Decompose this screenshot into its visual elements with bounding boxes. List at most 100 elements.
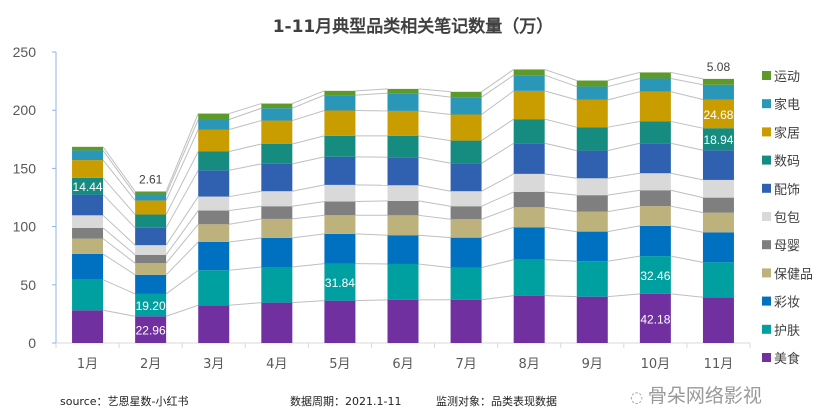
bar-包包 [324, 184, 356, 202]
series-line [165, 210, 199, 256]
series-line [481, 206, 514, 220]
series-line [607, 142, 640, 152]
series-line [670, 189, 704, 199]
series-line [102, 214, 136, 246]
series-line [607, 91, 640, 101]
series-line [544, 74, 577, 88]
bar-家居 [450, 114, 482, 141]
series-line [102, 238, 136, 264]
bar-包包 [576, 178, 608, 196]
series-line [418, 234, 451, 239]
series-line [607, 205, 640, 213]
series-line [165, 196, 199, 246]
bar-包包 [261, 191, 293, 207]
bar-彩妆 [261, 237, 293, 267]
bar-彩妆 [576, 231, 608, 262]
bar-包包 [450, 191, 482, 207]
bar-包包 [387, 185, 419, 201]
bar-数码 [513, 119, 545, 144]
bar-家居 [261, 120, 293, 144]
y-tick-label: 250 [13, 44, 37, 60]
bar-家电 [198, 119, 230, 130]
watermark: ◌ 骨朵网络影视 [630, 385, 762, 408]
bar-运动 [576, 80, 608, 87]
bar-家居 [324, 110, 356, 136]
bar-保健品 [135, 263, 167, 275]
x-tick-label: 4月 [266, 357, 287, 372]
series-line [670, 225, 704, 233]
bar-护肤 [450, 267, 482, 300]
legend-label: 护肤 [774, 324, 800, 339]
y-tick-label: 0 [28, 335, 36, 351]
series-line [481, 118, 514, 141]
legend-swatch [762, 353, 771, 362]
data-label: 22.96 [136, 324, 166, 338]
series-line [165, 241, 199, 276]
data-label: 2.61 [139, 172, 163, 186]
data-label: 5.08 [707, 60, 731, 74]
bar-美食 [450, 299, 482, 343]
series-line [607, 293, 640, 298]
bar-家电 [450, 97, 482, 115]
bar-护肤 [639, 256, 671, 294]
series-line [607, 172, 640, 179]
series-line [355, 200, 388, 203]
series-line [102, 194, 136, 229]
series-line [481, 74, 514, 98]
series-line [102, 177, 136, 215]
x-tick-label: 8月 [519, 357, 540, 372]
series-line [670, 205, 704, 214]
bar-家电 [639, 78, 671, 92]
bar-家居 [639, 91, 671, 122]
bar-配饰 [702, 150, 734, 180]
bar-母婴 [450, 206, 482, 220]
series-line [481, 191, 514, 207]
series-line [165, 269, 199, 295]
series-line [607, 120, 640, 128]
bar-运动 [324, 90, 356, 96]
bar-配饰 [72, 194, 104, 216]
bar-母婴 [135, 254, 167, 264]
data-label: 31.84 [325, 276, 355, 290]
bar-彩妆 [135, 274, 167, 294]
x-tick-label: 1月 [77, 357, 98, 372]
series-line [481, 69, 514, 93]
series-line [292, 94, 325, 109]
legend-swatch [762, 324, 771, 334]
bar-家居 [72, 160, 104, 178]
series-line [544, 191, 577, 196]
legend-label: 运动 [774, 70, 800, 85]
series-line [670, 71, 704, 80]
bar-配饰 [576, 150, 608, 179]
series-line [355, 233, 388, 236]
series-line [670, 255, 704, 263]
bar-保健品 [576, 211, 608, 232]
data-label: 18.94 [703, 133, 733, 147]
legend-label: 保健品 [774, 267, 813, 282]
series-line [670, 172, 704, 181]
series-line [544, 206, 577, 213]
bar-护肤 [72, 279, 104, 311]
bar-母婴 [576, 195, 608, 212]
legend-swatch [762, 99, 771, 109]
series-line [292, 110, 325, 122]
y-tick-label: 50 [20, 277, 36, 293]
bar-保健品 [261, 218, 293, 238]
legend-swatch [762, 71, 771, 80]
bar-数码 [702, 128, 734, 151]
bar-彩妆 [450, 237, 482, 268]
bar-美食 [198, 305, 230, 343]
bar-彩妆 [72, 253, 104, 280]
series-line [418, 92, 451, 98]
bar-运动 [261, 103, 293, 109]
x-tick-label: 9月 [582, 357, 603, 372]
chart-title: 1-11月典型品类相关笔记数量（万） [272, 17, 554, 37]
series-line [102, 309, 136, 317]
legend-label: 家电 [774, 97, 800, 113]
series-line [481, 142, 514, 164]
bar-家电 [135, 194, 167, 201]
bar-数码 [324, 135, 356, 157]
series-line [481, 295, 514, 301]
series-line [544, 118, 577, 128]
series-line [544, 259, 577, 262]
